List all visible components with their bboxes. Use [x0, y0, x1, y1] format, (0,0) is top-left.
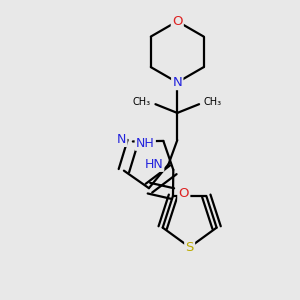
- Text: N: N: [172, 76, 182, 89]
- Text: HN: HN: [144, 158, 163, 171]
- Text: S: S: [185, 241, 194, 254]
- Text: CH₃: CH₃: [133, 97, 151, 107]
- Text: N: N: [117, 133, 126, 146]
- Text: NH: NH: [136, 136, 154, 150]
- Text: CH₃: CH₃: [203, 97, 222, 107]
- Text: O: O: [172, 15, 182, 28]
- Text: O: O: [178, 187, 189, 200]
